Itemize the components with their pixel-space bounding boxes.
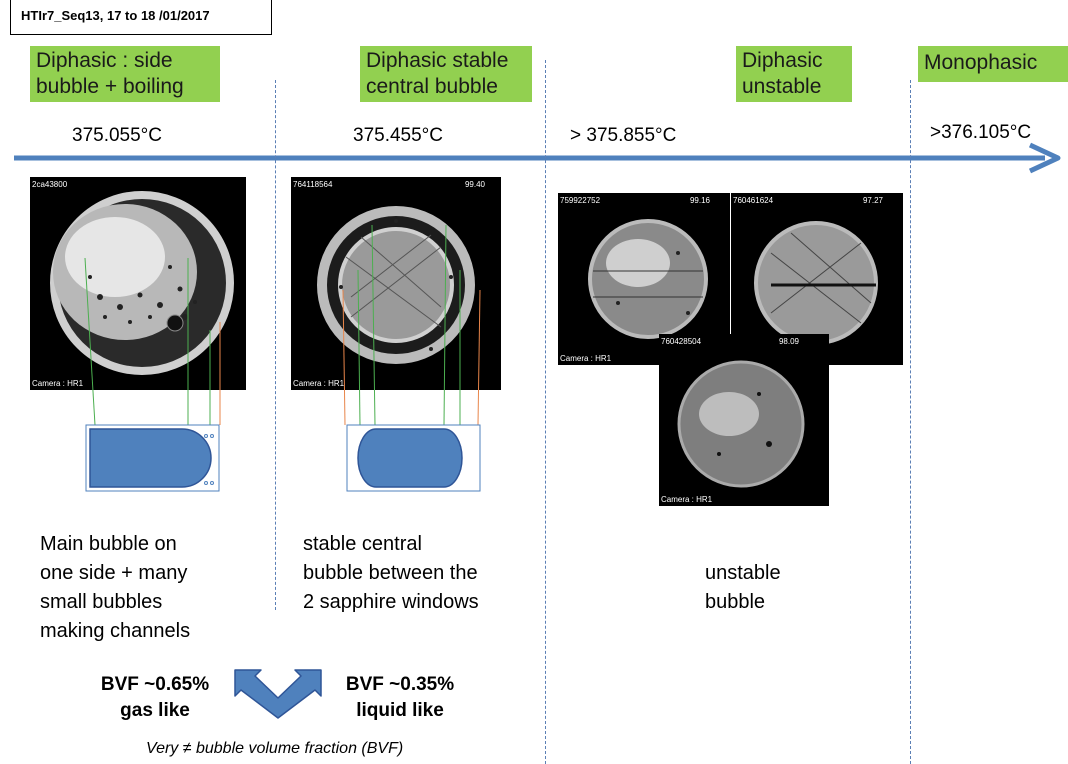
camera-image-unstable-3: 760428504 98.09 Camera : HR1 [659, 334, 829, 506]
phase-label-line: Diphasic : side [36, 49, 173, 72]
description-unstable: unstable bubble [705, 559, 781, 617]
bvf-value: BVF ~0.65% [100, 674, 210, 695]
temperature-label: > 375.855°C [570, 125, 677, 146]
image-id: 760428504 [661, 337, 702, 346]
bubble-schematic-side [85, 424, 220, 492]
bvf-liquid-label: BVF ~0.35% liquid like [325, 672, 475, 724]
phase-label-side-bubble: Diphasic : side bubble + boiling [30, 46, 220, 102]
phase-label-line: Diphasic [742, 49, 823, 72]
description-line: making channels [40, 620, 191, 642]
image-value: 98.09 [778, 337, 799, 346]
bvf-value: BVF ~0.35% [345, 674, 455, 695]
phase-label-unstable: Diphasic unstable [736, 46, 852, 102]
image-value: 99.16 [689, 196, 710, 205]
temperature-label: 375.455°C [353, 125, 443, 146]
image-id: 764118564 [293, 180, 333, 189]
description-line: bubble between the [303, 562, 478, 584]
bvf-state: liquid like [356, 700, 444, 721]
bubble-image [588, 219, 708, 339]
camera-label: Camera : HR1 [32, 379, 84, 388]
description-line: small bubbles [40, 591, 163, 613]
bvf-gas-label: BVF ~0.65% gas like [80, 672, 230, 724]
camera-image-unstable-1: 759922752 99.16 Camera : HR1 [558, 193, 730, 365]
description-line: 2 sapphire windows [303, 591, 479, 613]
image-id: 2ca43800 [32, 180, 68, 189]
section-divider [275, 80, 276, 610]
phase-label-line: Diphasic stable [366, 49, 509, 72]
phase-label-line: Monophasic [924, 51, 1038, 74]
image-value: 97.27 [862, 196, 883, 205]
temperature-arrow [14, 142, 1061, 174]
description-line: one side + many [40, 562, 188, 584]
image-value: 99.40 [464, 180, 485, 189]
description-side-bubble: Main bubble on one side + many small bub… [40, 530, 190, 646]
phase-label-monophasic: Monophasic [918, 46, 1068, 82]
camera-label: Camera : HR1 [661, 495, 713, 504]
section-divider [545, 60, 546, 764]
temperature-label: 375.055°C [72, 125, 162, 146]
image-id: 760461624 [733, 196, 774, 205]
bubble-image [50, 191, 234, 375]
description-line: stable central [303, 533, 422, 555]
temperature-label: >376.105°C [930, 122, 1032, 143]
camera-label: Camera : HR1 [560, 354, 612, 363]
camera-label: Camera : HR1 [293, 379, 345, 388]
description-line: unstable [705, 562, 781, 584]
figure-title: HTIr7_Seq13, 17 to 18 /01/2017 [10, 0, 272, 35]
bubble-schematic-central [346, 424, 481, 492]
description-line: Main bubble on [40, 533, 177, 555]
description-line: bubble [705, 591, 766, 613]
phase-label-line: unstable [742, 75, 822, 98]
bubble-image [677, 360, 805, 488]
image-id: 759922752 [560, 196, 601, 205]
phase-label-line: bubble + boiling [36, 75, 184, 98]
comparison-arrow-icon [234, 669, 322, 719]
phase-label-line: central bubble [366, 75, 498, 98]
section-divider [910, 80, 911, 764]
phase-label-stable-central: Diphasic stable central bubble [360, 46, 532, 102]
description-stable-central: stable central bubble between the 2 sapp… [303, 530, 479, 617]
bvf-state: gas like [120, 700, 190, 721]
bvf-note: Very ≠ bubble volume fraction (BVF) [146, 740, 404, 757]
